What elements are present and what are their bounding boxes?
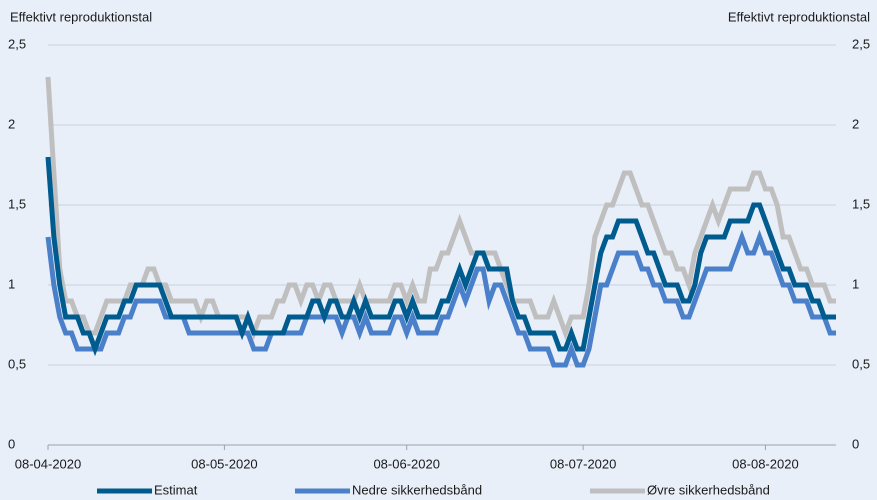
series-line: [45, 156, 836, 357]
y2-axis-title: Effektivt reproduktionstal: [728, 9, 870, 24]
y-tick-label: 1,5: [8, 196, 26, 211]
x-tick-label: 08-06-2020: [373, 456, 440, 471]
y-tick-label: 2: [8, 116, 15, 131]
x-tick-label: 08-04-2020: [15, 456, 82, 471]
y2-tick-label: 2,5: [852, 36, 870, 51]
y-tick-label: 2,5: [8, 36, 26, 51]
legend-label: Nedre sikkerhedsbånd: [352, 482, 482, 497]
x-tick-label: 08-08-2020: [732, 456, 799, 471]
x-tick-label: 08-07-2020: [550, 456, 617, 471]
legend-label: Øvre sikkerhedsbånd: [647, 482, 770, 497]
y2-tick-label: 0,5: [852, 356, 870, 371]
y-tick-label: 1: [8, 276, 15, 291]
x-tick-label: 08-05-2020: [191, 456, 258, 471]
series-line: [45, 76, 836, 341]
y2-tick-label: 1,5: [852, 196, 870, 211]
y-tick-label: 0: [8, 436, 15, 451]
y2-tick-label: 0: [852, 436, 859, 451]
y-axis-title: Effektivt reproduktionstal: [10, 9, 152, 24]
y-tick-label: 0,5: [8, 356, 26, 371]
y2-tick-label: 1: [852, 276, 859, 291]
legend-label: Estimat: [154, 482, 198, 497]
y2-tick-label: 2: [852, 116, 859, 131]
